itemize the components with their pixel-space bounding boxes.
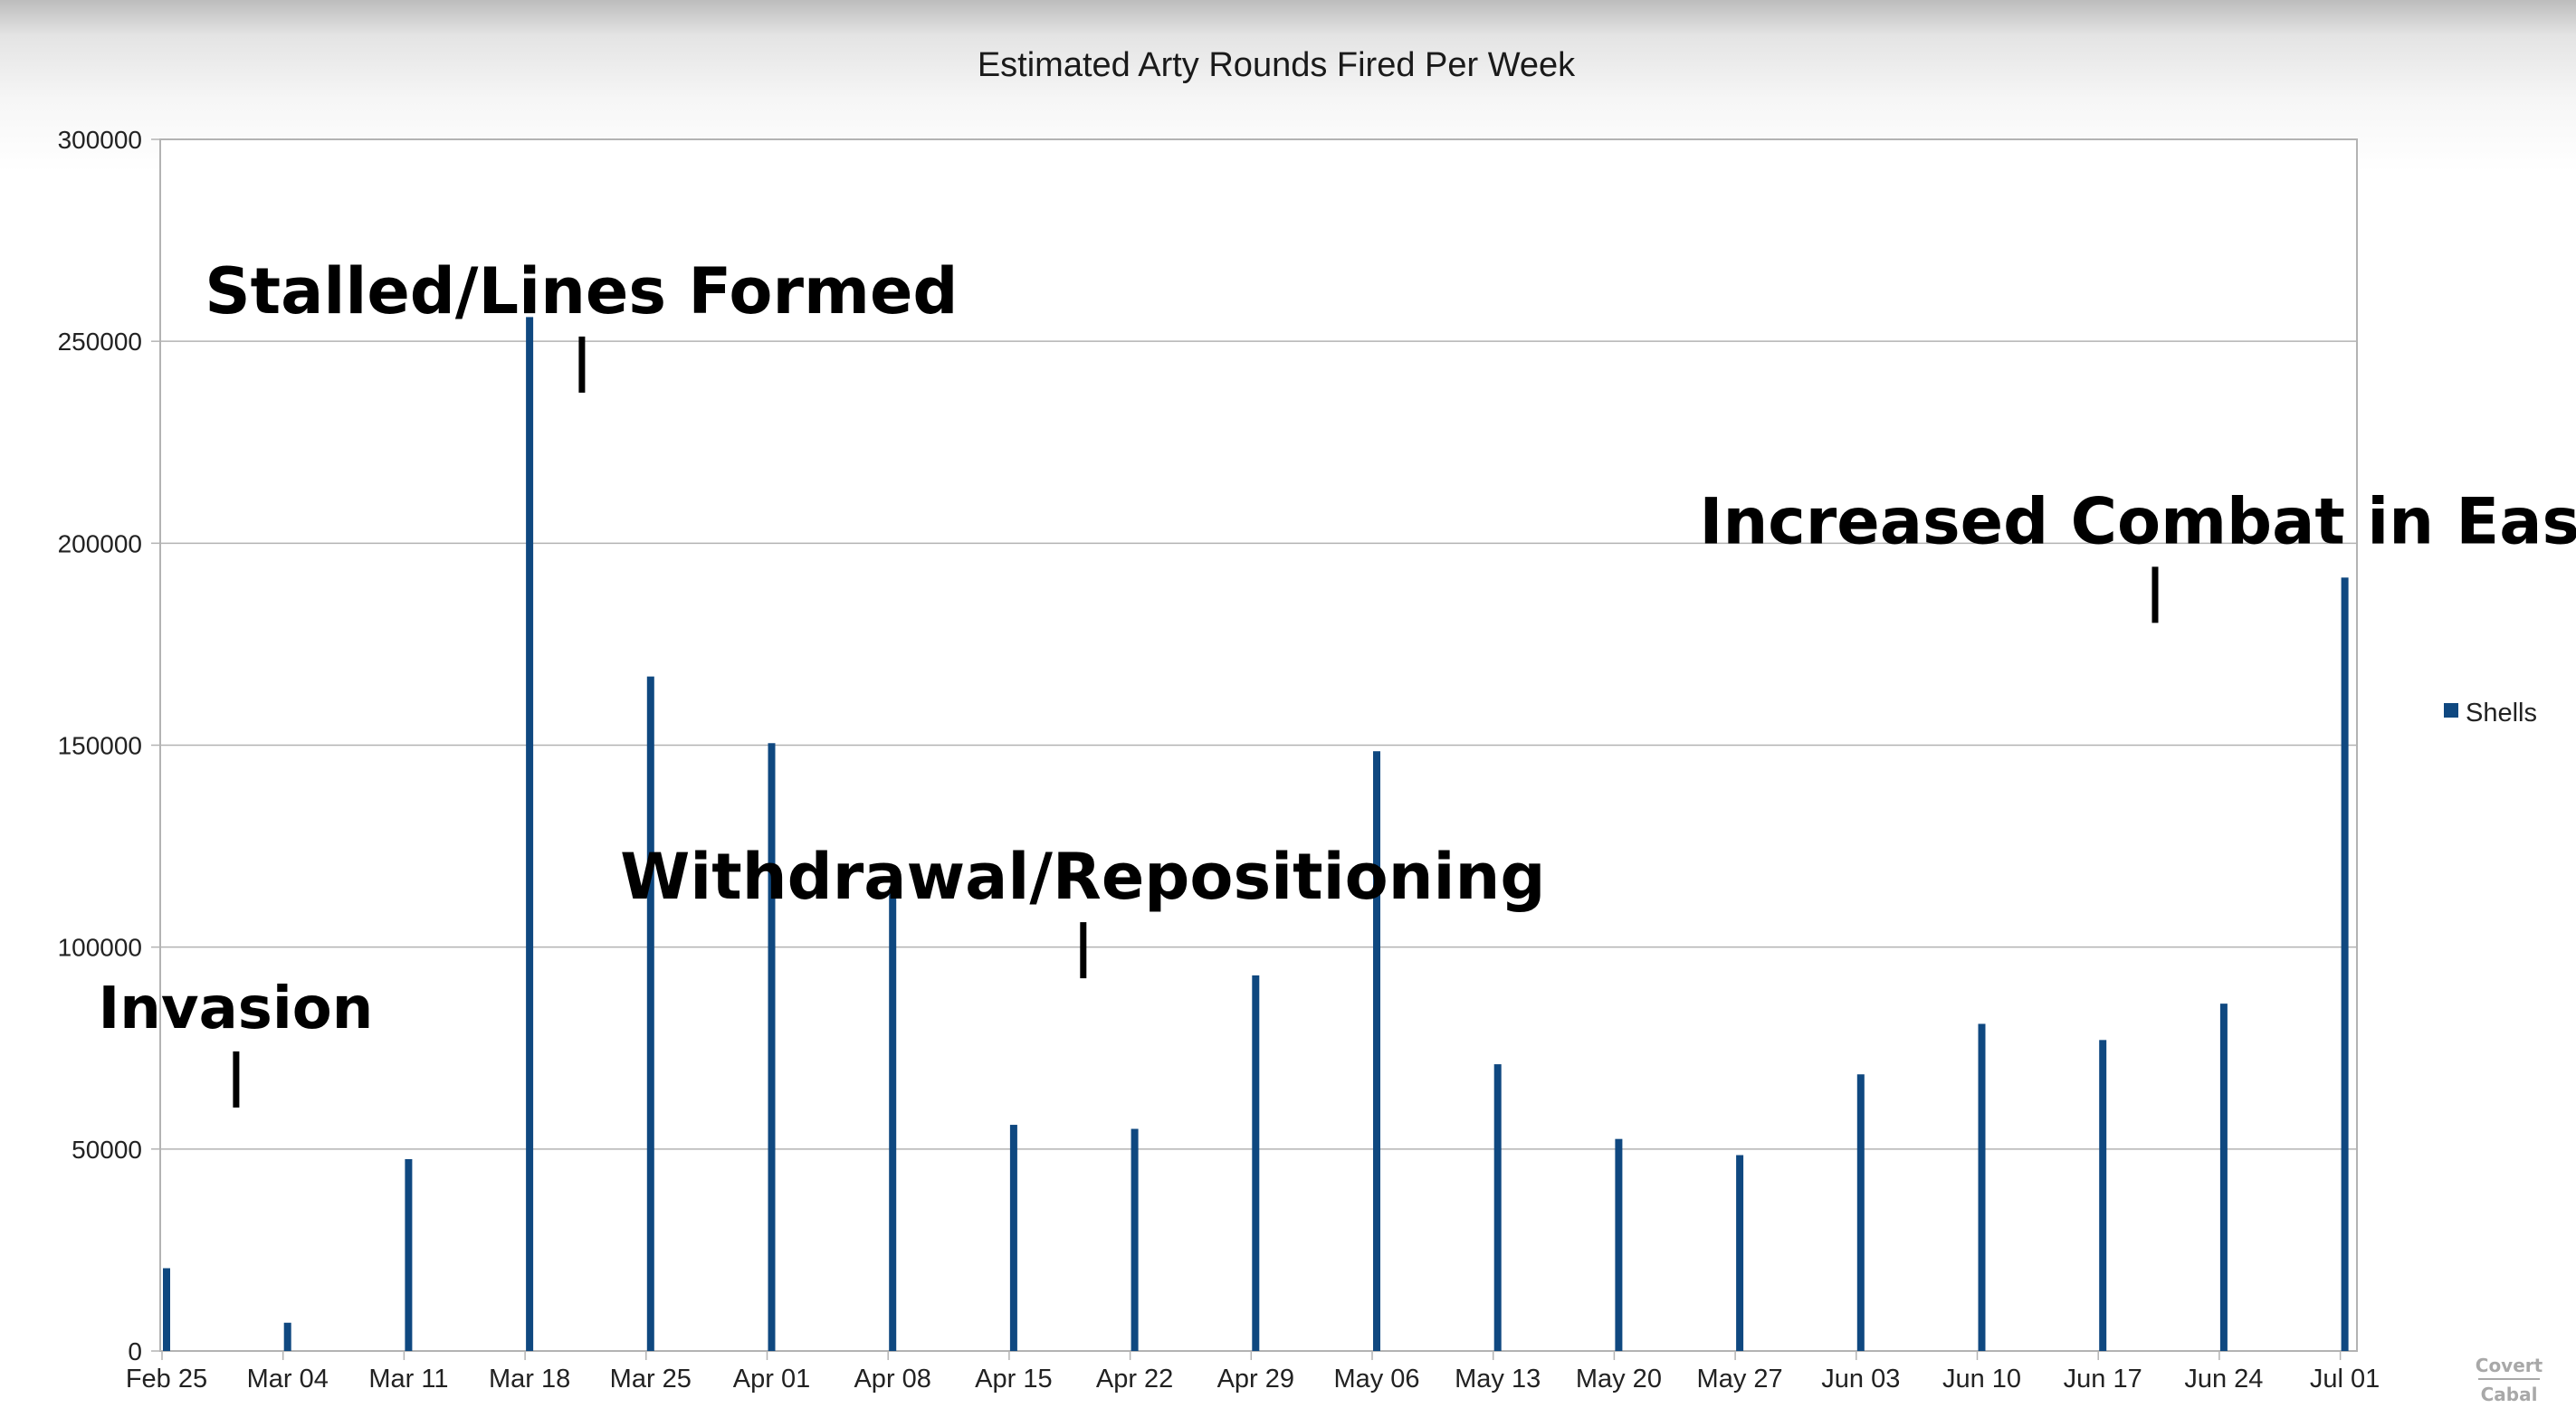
legend-swatch-shells bbox=[2444, 703, 2458, 718]
x-tick-label-12: May 20 bbox=[1576, 1365, 1662, 1394]
y-tick-label-200000: 200000 bbox=[58, 529, 142, 557]
bar-apr-08 bbox=[889, 886, 897, 1351]
y-tick-label-100000: 100000 bbox=[58, 934, 142, 962]
x-tick-label-5: Apr 01 bbox=[733, 1365, 810, 1394]
x-tick-label-13: May 27 bbox=[1697, 1365, 1783, 1394]
x-tick-label-0: Feb 25 bbox=[126, 1365, 207, 1394]
annotation-marker-2 bbox=[1080, 922, 1087, 979]
annotation-text-1: Stalled/Lines Formed bbox=[205, 254, 958, 328]
annotations: Invasion Stalled/Lines Formed Withdrawal/R… bbox=[98, 254, 2576, 1108]
x-tick-label-3: Mar 18 bbox=[489, 1365, 570, 1394]
bar-apr-15 bbox=[1009, 1125, 1017, 1351]
x-tick-label-4: Mar 25 bbox=[610, 1365, 692, 1394]
bar-apr-01 bbox=[768, 743, 776, 1351]
annotation-text-3: Increased Combat in East bbox=[1699, 484, 2576, 558]
bar-jul-01 bbox=[2341, 577, 2349, 1351]
bar-mar-11 bbox=[405, 1158, 413, 1351]
y-tick-label-150000: 150000 bbox=[58, 732, 142, 760]
annotation-marker-0 bbox=[233, 1051, 240, 1108]
x-tick-label-2: Mar 11 bbox=[368, 1365, 448, 1394]
bar-apr-22 bbox=[1131, 1128, 1139, 1351]
x-tick-label-10: May 06 bbox=[1333, 1365, 1419, 1394]
bar-may-27 bbox=[1736, 1155, 1744, 1351]
bar-jun-17 bbox=[2099, 1040, 2107, 1351]
x-tick-label-14: Jun 03 bbox=[1821, 1365, 1900, 1394]
annotation-text-0: Invasion bbox=[98, 975, 373, 1042]
x-tick-label-18: Jul 01 bbox=[2310, 1365, 2380, 1394]
legend-label-shells: Shells bbox=[2466, 699, 2537, 728]
x-tick-label-8: Apr 22 bbox=[1096, 1365, 1173, 1394]
bar-may-13 bbox=[1493, 1064, 1502, 1351]
watermark-line-1: Covert bbox=[2476, 1355, 2543, 1376]
x-tick-label-11: May 13 bbox=[1455, 1365, 1541, 1394]
legend: Shells bbox=[2444, 699, 2537, 728]
bar-may-20 bbox=[1615, 1138, 1623, 1351]
x-axis-ticks: Feb 25 Mar 04 Mar 11 Mar 18 Mar 25 Apr 01 Apr … bbox=[126, 1351, 2380, 1394]
x-tick-label-6: Apr 08 bbox=[854, 1365, 930, 1394]
y-tick-label-250000: 250000 bbox=[58, 328, 142, 356]
covert-cabal-logo: Covert Cabal bbox=[2476, 1355, 2543, 1405]
bar-may-06 bbox=[1373, 751, 1380, 1351]
watermark-line-2: Cabal bbox=[2481, 1384, 2538, 1405]
x-tick-label-7: Apr 15 bbox=[975, 1365, 1052, 1394]
bars bbox=[163, 317, 2349, 1351]
x-tick-label-15: Jun 10 bbox=[1942, 1365, 2021, 1394]
chart-title: Estimated Arty Rounds Fired Per Week bbox=[978, 46, 1576, 84]
y-axis-ticks: 0 50000 100000 150000 200000 250000 300000 bbox=[58, 126, 142, 1365]
x-tick-label-17: Jun 24 bbox=[2184, 1365, 2263, 1394]
annotation-text-2: Withdrawal/Repositioning bbox=[620, 840, 1545, 914]
bar-feb-25 bbox=[163, 1268, 170, 1351]
bar-jun-24 bbox=[2219, 1004, 2228, 1351]
bar-jun-03 bbox=[1856, 1074, 1865, 1351]
bar-jun-10 bbox=[1978, 1023, 1986, 1351]
bar-apr-29 bbox=[1252, 975, 1260, 1351]
y-tick-label-0: 0 bbox=[128, 1337, 142, 1365]
x-tick-label-1: Mar 04 bbox=[247, 1365, 329, 1394]
x-tick-label-9: Apr 29 bbox=[1217, 1365, 1294, 1394]
annotation-marker-3 bbox=[2151, 566, 2159, 623]
y-tick-label-50000: 50000 bbox=[72, 1136, 142, 1164]
y-tick-label-300000: 300000 bbox=[58, 126, 142, 154]
bar-mar-25 bbox=[646, 676, 654, 1351]
x-tick-label-16: Jun 17 bbox=[2064, 1365, 2142, 1394]
annotation-marker-1 bbox=[578, 336, 586, 393]
bar-mar-04 bbox=[283, 1322, 291, 1351]
bar-mar-18 bbox=[526, 317, 534, 1351]
